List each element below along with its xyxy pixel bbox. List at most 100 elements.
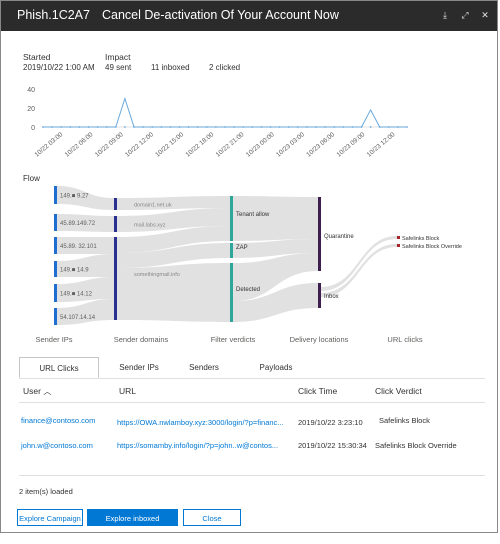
flow-link xyxy=(117,208,230,232)
sender-ip-label: 149.■ 14.12 xyxy=(60,292,93,298)
flow-link xyxy=(321,244,397,297)
x-tick-label: 10/22 15:00 xyxy=(154,131,185,159)
filter-verdict-node[interactable] xyxy=(230,263,233,322)
title-bar: Phish.1C2A7 Cancel De-activation Of Your … xyxy=(1,1,497,31)
data-point xyxy=(287,126,290,128)
row-click-time: 2019/10/22 3:23:10 xyxy=(298,418,363,427)
x-tick-label: 10/22 03:00 xyxy=(33,131,64,159)
url-click-node[interactable] xyxy=(397,244,400,247)
row-user-link[interactable]: finance@contoso.com xyxy=(21,416,96,425)
explore-inboxed-button[interactable]: Explore inboxed messages xyxy=(87,509,178,540)
data-point xyxy=(178,126,181,128)
close-icon[interactable]: ✕ xyxy=(481,10,489,20)
data-point xyxy=(387,126,390,128)
row-url-link[interactable]: https://OWA.nwlamboy.xyz:3000/login/?p=f… xyxy=(117,418,284,427)
flow-column-label: URL clicks xyxy=(387,335,422,344)
x-tick-label: 10/23 12:00 xyxy=(366,131,397,159)
flow-link xyxy=(57,186,114,210)
explore-campaign-button[interactable]: Explore Campaign xyxy=(17,509,83,526)
tab-sender-ips[interactable]: Sender IPs xyxy=(119,363,159,372)
sender-ip-label: 149.■ 14.9 xyxy=(60,268,89,274)
close-button[interactable]: Close xyxy=(183,509,241,526)
row-user-link[interactable]: john.w@contoso.com xyxy=(21,441,93,450)
flow-link xyxy=(321,236,397,291)
flow-link xyxy=(57,277,114,302)
clicked-count: 2 clicked xyxy=(209,63,241,72)
column-header-url[interactable]: URL xyxy=(119,386,137,396)
tab-payloads[interactable]: Payloads xyxy=(259,363,293,372)
filter-verdict-label: ZAP xyxy=(236,245,248,251)
sender-ip-node[interactable] xyxy=(54,237,57,254)
filter-verdict-node[interactable] xyxy=(230,243,233,258)
flow-label: Flow xyxy=(23,174,40,183)
campaign-name: Cancel De-activation Of Your Account Now xyxy=(101,8,339,22)
sender-domain-node[interactable] xyxy=(114,237,117,320)
flow-link xyxy=(117,243,230,268)
data-point xyxy=(242,126,245,128)
data-point xyxy=(351,126,354,128)
x-tick-label: 10/22 21:00 xyxy=(215,131,246,159)
flow-link xyxy=(117,263,230,322)
data-point xyxy=(233,126,236,128)
sender-domain-node[interactable] xyxy=(114,216,117,232)
data-point xyxy=(224,126,226,128)
flow-column-label: Delivery locations xyxy=(290,335,349,344)
delivery-location-node[interactable] xyxy=(318,283,321,308)
flyout-panel: Phish.1C2A7 Cancel De-activation Of Your … xyxy=(0,0,498,533)
data-point xyxy=(133,126,135,128)
data-point xyxy=(296,126,299,128)
data-point xyxy=(151,126,154,128)
sender-domain-node[interactable] xyxy=(114,198,117,210)
x-tick-label: 10/22 06:00 xyxy=(64,131,95,159)
data-point xyxy=(160,126,163,128)
sender-ip-node[interactable] xyxy=(54,284,57,302)
delivery-location-node[interactable] xyxy=(318,197,321,271)
sender-ip-node[interactable] xyxy=(54,261,57,277)
flow-link xyxy=(233,253,318,301)
expand-icon[interactable]: ⤢ xyxy=(461,10,469,20)
filter-verdict-label: Tenant allow xyxy=(236,212,270,218)
flow-link xyxy=(57,214,114,232)
row-click-verdict: Safelinks Block Override xyxy=(375,441,457,450)
flow-sankey: 149.■ 9.27 45.89.149.72 45.89. 32.101 149.■… xyxy=(35,186,462,344)
flow-column-label: Filter verdicts xyxy=(211,335,256,344)
column-header-click-time[interactable]: Click Time xyxy=(298,386,338,396)
row-url-link[interactable]: https://somamby.info/login/?p=john..w@co… xyxy=(117,441,279,450)
y-tick-label: 20 xyxy=(27,106,35,113)
filter-verdict-node[interactable] xyxy=(230,196,233,241)
tab-url-clicks[interactable]: URL Clicks xyxy=(19,357,99,378)
started-value: 2019/10/22 1:00 AM xyxy=(23,63,95,72)
column-header-user[interactable]: User ︿ xyxy=(23,386,52,396)
impact-label: Impact xyxy=(105,52,131,62)
x-tick-label: 10/22 18:00 xyxy=(184,131,215,159)
sender-ip-label: 54.107.14.14 xyxy=(60,315,96,321)
tab-senders[interactable]: Senders xyxy=(189,363,219,372)
delivery-location-label: Quarantine xyxy=(324,234,354,240)
url-click-label: Safelinks Block xyxy=(402,236,440,242)
column-header-click-verdict[interactable]: Click Verdict xyxy=(375,386,422,396)
data-point xyxy=(205,126,208,128)
flow-column-label: Sender IPs xyxy=(35,335,72,344)
download-icon[interactable]: ⤓ xyxy=(443,10,447,20)
data-point xyxy=(215,126,217,128)
flow-link xyxy=(57,237,114,254)
sender-ip-node[interactable] xyxy=(54,186,57,204)
data-point xyxy=(60,126,63,128)
flow-link xyxy=(117,196,230,210)
data-point xyxy=(397,126,399,128)
flow-link xyxy=(57,299,114,325)
y-tick-label: 0 xyxy=(31,125,35,132)
table-bottom-divider xyxy=(19,475,485,476)
url-click-node[interactable] xyxy=(397,236,400,239)
sender-ip-node[interactable] xyxy=(54,308,57,325)
x-tick-label: 10/23 00:00 xyxy=(245,131,276,159)
data-point xyxy=(105,126,108,128)
tab-bar: URL Clicks Sender IPs Senders Payloads xyxy=(19,357,489,379)
series-line xyxy=(43,96,407,128)
data-point xyxy=(187,126,190,128)
sender-ip-node[interactable] xyxy=(54,214,57,231)
data-point xyxy=(360,126,363,128)
data-point xyxy=(269,126,272,128)
flow-column-label: Sender domains xyxy=(114,335,169,344)
data-point xyxy=(315,126,317,128)
